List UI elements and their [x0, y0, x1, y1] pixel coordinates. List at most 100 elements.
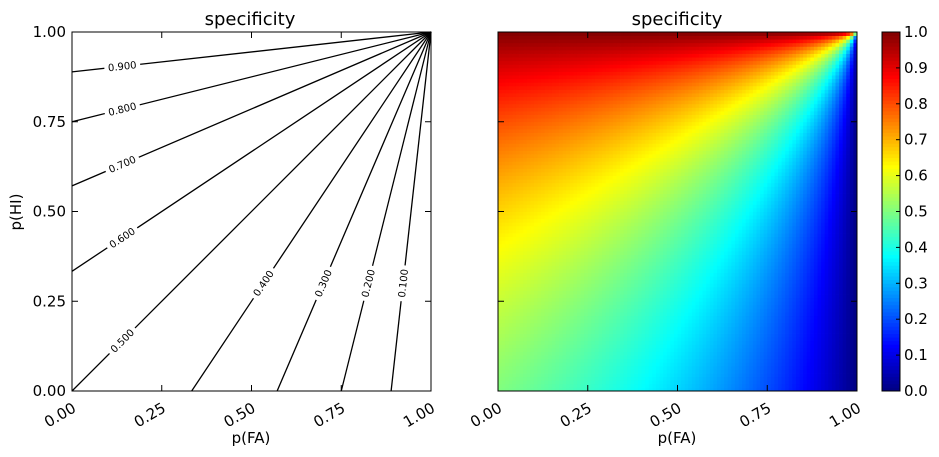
heatmap-cell [620, 261, 625, 266]
heatmap-cell [684, 315, 689, 320]
heatmap-cell [720, 294, 725, 299]
heatmap-cell [835, 279, 840, 284]
heatmap-cell [828, 383, 833, 388]
heatmap-cell [709, 276, 714, 281]
heatmap-cell [655, 233, 660, 238]
heatmap-cell [555, 319, 560, 324]
heatmap-cell [569, 276, 574, 281]
heatmap-cell [630, 362, 635, 367]
heatmap-cell [849, 290, 854, 295]
heatmap-cell [846, 308, 851, 313]
heatmap-cell [598, 329, 603, 334]
heatmap-cell [763, 355, 768, 360]
heatmap-cell [767, 373, 772, 378]
heatmap-cell [760, 315, 765, 320]
heatmap-cell [519, 319, 524, 324]
heatmap-cell [817, 380, 822, 385]
heatmap-cell [817, 326, 822, 331]
heatmap-cell [559, 272, 564, 277]
heatmap-cell [835, 265, 840, 270]
heatmap-cell [580, 380, 585, 385]
heatmap-cell [641, 351, 646, 356]
heatmap-cell [699, 326, 704, 331]
heatmap-cell [770, 333, 775, 338]
heatmap-cell [627, 319, 632, 324]
heatmap-cell [745, 373, 750, 378]
heatmap-cell [609, 326, 614, 331]
heatmap-cell [541, 312, 546, 317]
heatmap-cell [638, 240, 642, 245]
heatmap-cell [810, 312, 815, 317]
heatmap-cell [594, 347, 599, 352]
heatmap-cell [645, 319, 650, 324]
heatmap-cell [695, 351, 700, 356]
heatmap-cell [652, 315, 657, 320]
heatmap-cell [785, 376, 790, 381]
heatmap-cell [738, 222, 743, 227]
heatmap-cell [835, 215, 840, 220]
heatmap-cell [594, 233, 599, 238]
heatmap-cell [681, 222, 686, 227]
heatmap-cell [580, 355, 585, 360]
heatmap-cell [584, 380, 589, 385]
heatmap-cell [749, 322, 754, 327]
heatmap-cell [663, 319, 668, 324]
heatmap-cell [515, 387, 520, 392]
heatmap-cell [781, 265, 786, 270]
heatmap-cell [612, 355, 617, 360]
heatmap-cell [806, 362, 811, 367]
heatmap-cell [533, 351, 538, 356]
heatmap-cell [569, 272, 574, 277]
heatmap-cell [731, 294, 736, 299]
heatmap-cell [839, 380, 844, 385]
heatmap-cell [842, 383, 847, 388]
heatmap-cell [515, 283, 520, 288]
heatmap-cell [580, 240, 585, 245]
heatmap-cell [795, 380, 800, 385]
heatmap-cell [544, 351, 549, 356]
heatmap-cell [824, 229, 829, 234]
heatmap-cell [508, 304, 513, 309]
heatmap-cell [530, 376, 535, 381]
heatmap-cell [623, 297, 628, 302]
heatmap-cell [551, 290, 556, 295]
heatmap-cell [813, 351, 818, 356]
heatmap-cell [526, 380, 531, 385]
heatmap-cell [713, 347, 718, 352]
heatmap-cell [842, 312, 847, 317]
heatmap-cell [709, 333, 714, 338]
heatmap-cell [498, 376, 502, 381]
heatmap-cell [788, 254, 793, 259]
heatmap-cell [770, 225, 775, 230]
heatmap-cell [623, 215, 628, 220]
heatmap-cell [498, 329, 502, 334]
heatmap-cell [501, 272, 506, 277]
heatmap-cell [691, 258, 696, 263]
heatmap-cell [853, 319, 858, 324]
heatmap-cell [605, 347, 610, 352]
heatmap-cell [849, 272, 854, 277]
heatmap-cell [724, 362, 729, 367]
heatmap-cell [835, 272, 840, 277]
heatmap-cell [724, 369, 729, 374]
heatmap-cell [681, 301, 686, 306]
heatmap-cell [559, 387, 564, 392]
heatmap-cell [616, 261, 621, 266]
heatmap-cell [756, 279, 761, 284]
heatmap-cell [591, 355, 596, 360]
heatmap-cell [598, 254, 603, 259]
y-tick-label: 0.50 [33, 203, 66, 221]
heatmap-cell [716, 254, 721, 259]
heatmap-cell [530, 308, 535, 313]
heatmap-cell [795, 340, 800, 345]
heatmap-cell [763, 329, 768, 334]
heatmap-cell [659, 236, 664, 241]
heatmap-cell [824, 268, 829, 273]
heatmap-cell [792, 236, 797, 241]
heatmap-cell [576, 258, 581, 263]
heatmap-cell [501, 218, 506, 223]
heatmap-cell [548, 243, 553, 248]
heatmap-cell [846, 322, 851, 327]
heatmap-cell [512, 276, 517, 281]
heatmap-cell [828, 265, 833, 270]
